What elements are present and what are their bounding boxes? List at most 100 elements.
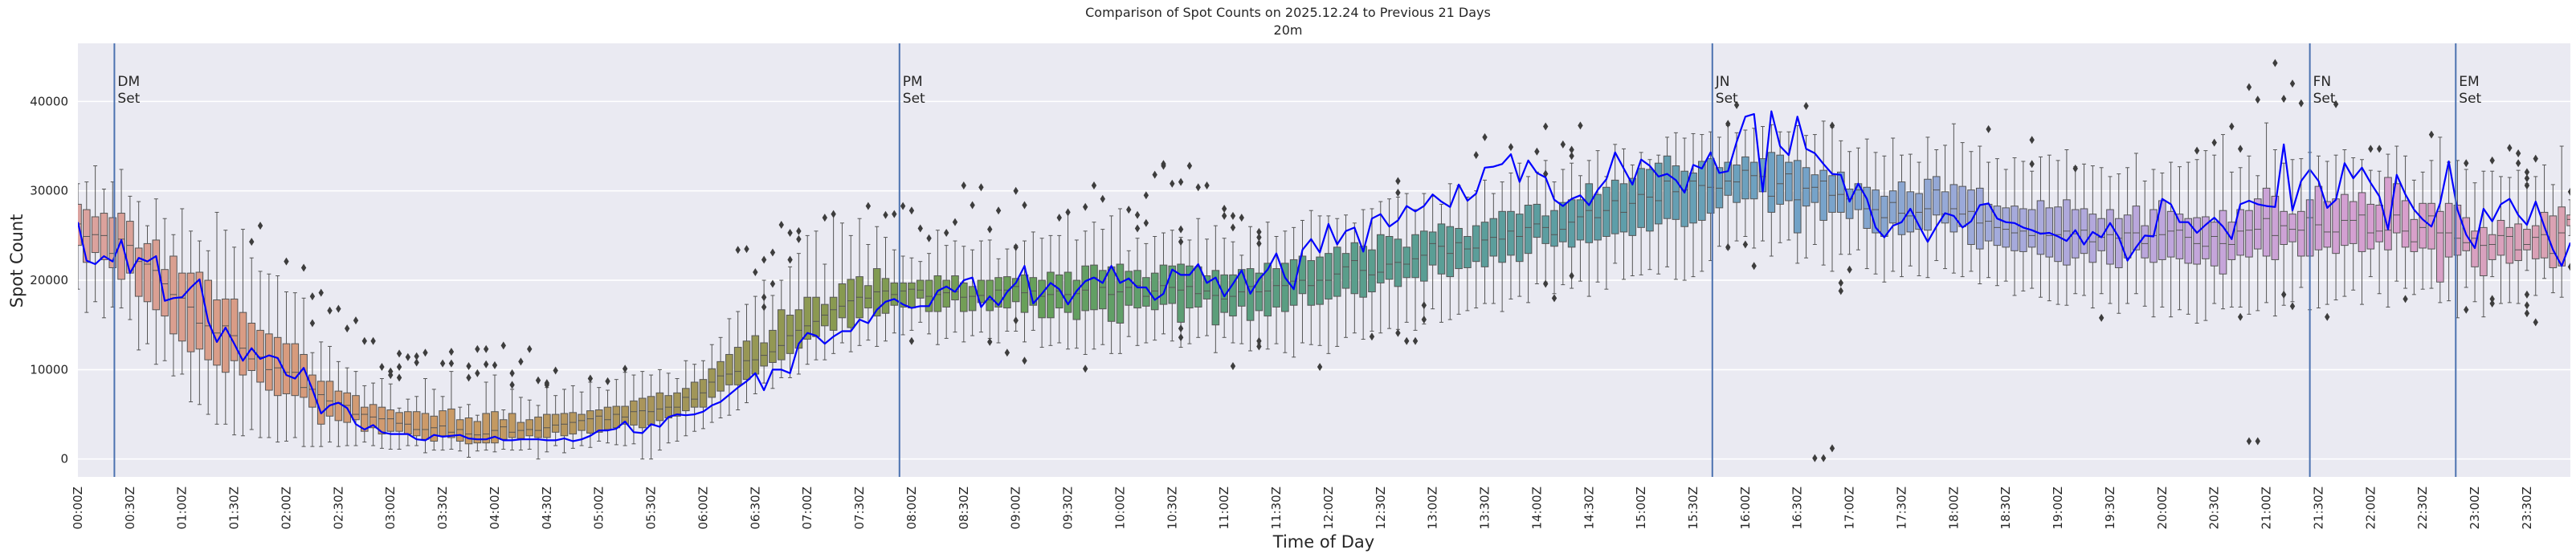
box-04:25Z: [534, 405, 542, 460]
x-tick-label: 12:00Z: [1321, 487, 1336, 530]
outlier-point: [423, 348, 428, 357]
outlier-point: [1170, 179, 1175, 188]
box-19:15Z: [2080, 163, 2088, 296]
box-09:40Z: [1081, 230, 1089, 355]
box-iqr: [2358, 192, 2366, 252]
box-iqr: [1402, 246, 1411, 279]
outlier-point: [1161, 161, 1166, 170]
outlier-point: [1152, 170, 1157, 179]
box-iqr: [655, 392, 664, 422]
box-21:35Z: [2323, 161, 2332, 305]
x-tick-label: 21:30Z: [2311, 487, 2325, 530]
box-iqr: [1619, 183, 1628, 233]
outlier-point: [1178, 333, 1184, 342]
box-iqr: [1611, 179, 1619, 234]
outlier-point: [1551, 294, 1557, 303]
box-iqr: [2514, 223, 2522, 262]
box-23:25Z: [2514, 169, 2522, 304]
box-iqr: [1654, 162, 1663, 225]
outlier-point: [2281, 95, 2287, 104]
box-iqr: [2531, 225, 2540, 259]
box-10:05Z: [1125, 250, 1133, 337]
x-tick-label: 20:00Z: [2155, 487, 2170, 530]
box-iqr: [1845, 188, 1854, 219]
outlier-point: [2524, 301, 2530, 310]
box-iqr: [2349, 201, 2358, 244]
x-tick-label: 09:00Z: [1009, 487, 1023, 530]
outlier-point: [605, 377, 610, 385]
outlier-point: [1204, 181, 1210, 190]
box-iqr: [1811, 174, 1819, 203]
outlier-point: [2489, 156, 2495, 165]
outlier-point: [1256, 227, 1262, 236]
box-19:35Z: [2114, 173, 2123, 314]
box-12:00Z: [1325, 215, 1333, 354]
event-label: EM: [2459, 74, 2479, 90]
outlier-point: [1578, 121, 1583, 130]
box-06:35Z: [760, 279, 768, 384]
box-21:30Z: [2314, 155, 2323, 309]
box-16:40Z: [1811, 134, 1819, 246]
box-iqr: [291, 343, 300, 397]
box-12:35Z: [1385, 198, 1394, 329]
chart-title: Comparison of Spot Counts on 2025.12.24 …: [1085, 5, 1491, 20]
box-00:15Z: [100, 188, 108, 319]
box-iqr: [682, 388, 690, 412]
box-iqr: [708, 368, 716, 398]
box-iqr: [1394, 238, 1402, 287]
box-12:10Z: [1341, 214, 1350, 338]
box-12:25Z: [1368, 208, 1376, 332]
box-22:10Z: [2384, 153, 2392, 308]
box-iqr: [161, 269, 169, 317]
outlier-point: [1838, 279, 1844, 287]
box-iqr: [1376, 234, 1385, 283]
box-iqr: [560, 413, 569, 437]
box-20:30Z: [2210, 154, 2219, 304]
box-18:10Z: [1967, 151, 1975, 272]
outlier-point: [1412, 336, 1419, 345]
outlier-point: [509, 369, 515, 377]
box-09:35Z: [1072, 239, 1081, 349]
outlier-point: [2567, 263, 2570, 271]
outlier-point: [414, 352, 419, 360]
box-iqr: [1038, 279, 1046, 319]
outlier-point: [2246, 83, 2252, 92]
outlier-point: [2255, 96, 2260, 104]
box-04:15Z: [516, 397, 525, 451]
box-16:45Z: [1819, 120, 1827, 266]
box-06:45Z: [777, 279, 786, 378]
outlier-point: [414, 358, 419, 367]
outlier-point: [1256, 233, 1262, 242]
box-08:15Z: [933, 230, 942, 345]
box-01:45Z: [256, 271, 264, 438]
x-tick-label: 10:00Z: [1112, 487, 1127, 530]
box-iqr: [847, 279, 855, 328]
box-02:55Z: [378, 378, 386, 449]
box-17:40Z: [1915, 161, 1923, 276]
x-tick-label: 07:00Z: [800, 487, 814, 530]
box-iqr: [1455, 227, 1463, 270]
box-iqr: [1628, 177, 1637, 236]
box-iqr: [690, 381, 699, 408]
box-iqr: [421, 413, 430, 440]
outlier-point: [1395, 177, 1401, 185]
outlier-point: [309, 319, 316, 328]
x-tick-label: 00:30Z: [123, 487, 137, 530]
box-07:00Z: [803, 234, 811, 365]
outlier-point: [1134, 224, 1141, 233]
x-tick-label: 20:30Z: [2207, 487, 2222, 530]
box-iqr: [2080, 208, 2088, 255]
box-00:55Z: [169, 234, 178, 377]
box-iqr: [525, 419, 534, 437]
outlier-point: [1838, 287, 1844, 295]
chart-subtitle: 20m: [1273, 22, 1303, 38]
y-tick-label: 10000: [30, 362, 68, 377]
outlier-point: [908, 336, 915, 345]
outlier-point: [1508, 143, 1514, 152]
box-22:30Z: [2419, 171, 2427, 290]
box-12:45Z: [1402, 193, 1411, 323]
box-iqr: [325, 381, 334, 417]
box-03:30Z: [439, 396, 447, 451]
box-iqr: [1150, 272, 1159, 311]
